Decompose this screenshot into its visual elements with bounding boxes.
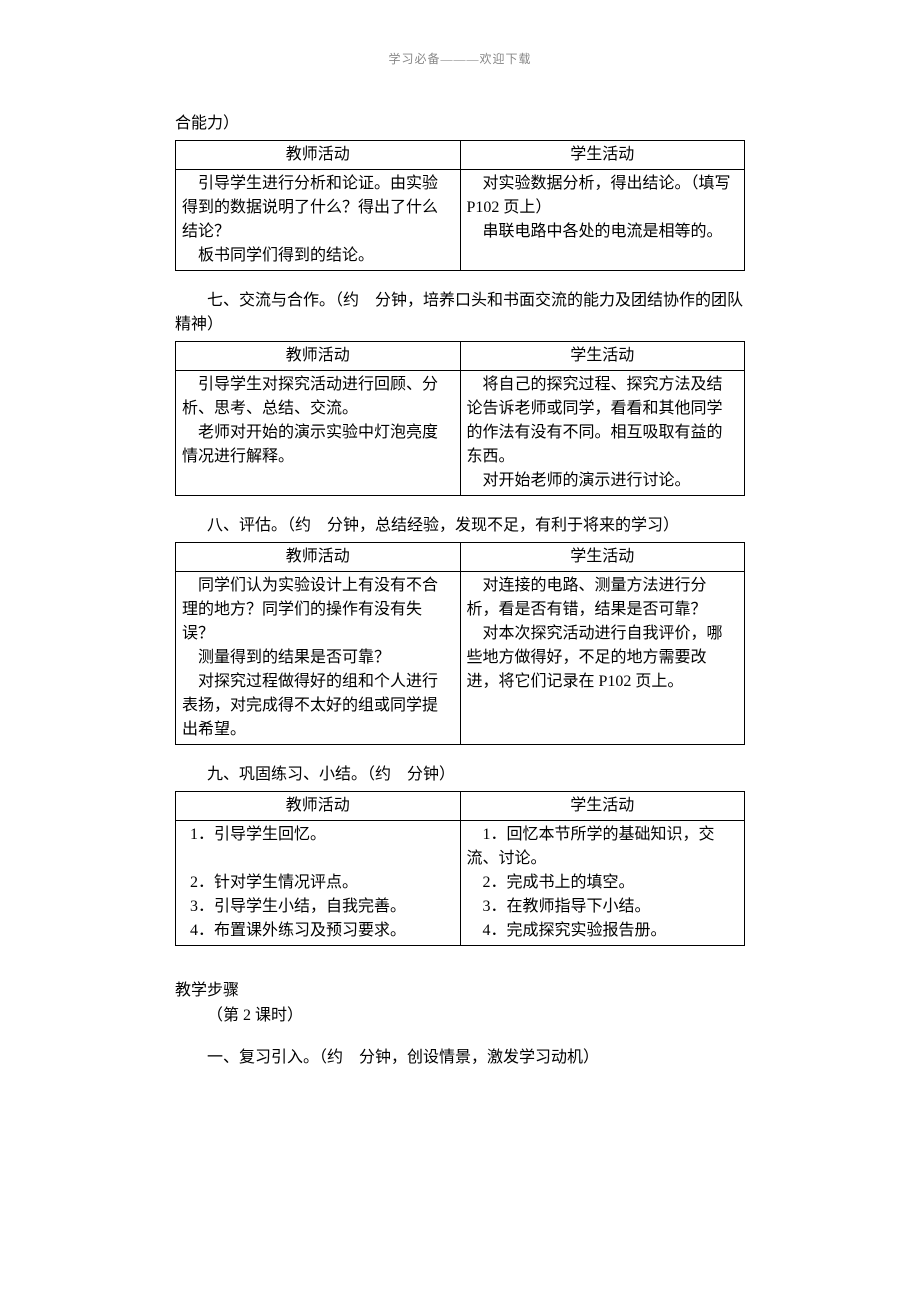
cell-text: 1．回忆本节所学的基础知识，交流、讨论。 xyxy=(467,823,739,871)
table-header-right: 学生活动 xyxy=(460,141,745,170)
table-header-left: 教师活动 xyxy=(176,141,461,170)
table-row: 1．引导学生回忆。 2．针对学生情况评点。 3．引导学生小结，自我完善。 4．布… xyxy=(176,821,745,946)
cell-text: 串联电路中各处的电流是相等的。 xyxy=(467,220,739,244)
cell-text: 对开始老师的演示进行讨论。 xyxy=(467,469,739,493)
cell-text: 1．引导学生回忆。 xyxy=(182,823,454,847)
table-header-right: 学生活动 xyxy=(460,792,745,821)
table-row: 引导学生对探究活动进行回顾、分析、思考、总结、交流。 老师对开始的演示实验中灯泡… xyxy=(176,371,745,496)
cell-text: 老师对开始的演示实验中灯泡亮度情况进行解释。 xyxy=(182,421,454,469)
table-cell-student: 1．回忆本节所学的基础知识，交流、讨论。 2．完成书上的填空。 3．在教师指导下… xyxy=(460,821,745,946)
cell-text: 2．针对学生情况评点。 xyxy=(182,871,454,895)
lesson-2-label: （第 2 课时） xyxy=(175,1004,745,1028)
table-section-9: 教师活动 学生活动 1．引导学生回忆。 2．针对学生情况评点。 3．引导学生小结… xyxy=(175,791,745,946)
table-cell-teacher: 引导学生进行分析和论证。由实验得到的数据说明了什么？得出了什么结论？ 板书同学们… xyxy=(176,170,461,271)
cell-text: 4．完成探究实验报告册。 xyxy=(467,919,739,943)
table-cell-teacher: 引导学生对探究活动进行回顾、分析、思考、总结、交流。 老师对开始的演示实验中灯泡… xyxy=(176,371,461,496)
cell-text: 对探究过程做得好的组和个人进行表扬，对完成得不太好的组或同学提出希望。 xyxy=(182,670,454,742)
section-8-heading: 八、评估。（约 分钟，总结经验，发现不足，有利于将来的学习） xyxy=(175,514,745,538)
section-1-next-heading: 一、复习引入。（约 分钟，创设情景，激发学习动机） xyxy=(175,1046,745,1070)
cell-text: 引导学生对探究活动进行回顾、分析、思考、总结、交流。 xyxy=(182,373,454,421)
section-9-heading: 九、巩固练习、小结。（约 分钟） xyxy=(175,763,745,787)
cell-text: 3．在教师指导下小结。 xyxy=(467,895,739,919)
table-cell-teacher: 1．引导学生回忆。 2．针对学生情况评点。 3．引导学生小结，自我完善。 4．布… xyxy=(176,821,461,946)
cell-text: 对本次探究活动进行自我评价，哪些地方做得好，不足的地方需要改进，将它们记录在 P… xyxy=(467,622,739,694)
cell-text: 同学们认为实验设计上有没有不合理的地方？同学们的操作有没有失误？ xyxy=(182,574,454,646)
cell-text: 3．引导学生小结，自我完善。 xyxy=(182,895,454,919)
cell-text: 2．完成书上的填空。 xyxy=(467,871,739,895)
table-row: 同学们认为实验设计上有没有不合理的地方？同学们的操作有没有失误？ 测量得到的结果… xyxy=(176,572,745,745)
table-cell-student: 对实验数据分析，得出结论。（填写 P102 页上） 串联电路中各处的电流是相等的… xyxy=(460,170,745,271)
cell-text: 对实验数据分析，得出结论。（填写 P102 页上） xyxy=(467,172,739,220)
cell-text: 将自己的探究过程、探究方法及结论告诉老师或同学，看看和其他同学的作法有没有不同。… xyxy=(467,373,739,469)
cell-text: 对连接的电路、测量方法进行分析，看是否有错，结果是否可靠？ xyxy=(467,574,739,622)
table-section-6: 教师活动 学生活动 引导学生进行分析和论证。由实验得到的数据说明了什么？得出了什… xyxy=(175,140,745,271)
cell-text: 引导学生进行分析和论证。由实验得到的数据说明了什么？得出了什么结论？ xyxy=(182,172,454,244)
table-row: 引导学生进行分析和论证。由实验得到的数据说明了什么？得出了什么结论？ 板书同学们… xyxy=(176,170,745,271)
document-page: 学习必备———欢迎下载 合能力） 教师活动 学生活动 引导学生进行分析和论证。由… xyxy=(0,0,920,1302)
cell-text: 板书同学们得到的结论。 xyxy=(182,244,454,268)
cell-text xyxy=(182,847,454,871)
table-header-right: 学生活动 xyxy=(460,543,745,572)
table-header-right: 学生活动 xyxy=(460,342,745,371)
table-section-8: 教师活动 学生活动 同学们认为实验设计上有没有不合理的地方？同学们的操作有没有失… xyxy=(175,542,745,745)
table-header-left: 教师活动 xyxy=(176,792,461,821)
cell-text: 测量得到的结果是否可靠？ xyxy=(182,646,454,670)
cell-text: 4．布置课外练习及预习要求。 xyxy=(182,919,454,943)
table-cell-student: 对连接的电路、测量方法进行分析，看是否有错，结果是否可靠？ 对本次探究活动进行自… xyxy=(460,572,745,745)
section-7-heading: 七、交流与合作。（约 分钟，培养口头和书面交流的能力及团结协作的团队精神） xyxy=(175,289,745,337)
table-section-7: 教师活动 学生活动 引导学生对探究活动进行回顾、分析、思考、总结、交流。 老师对… xyxy=(175,341,745,496)
table-header-left: 教师活动 xyxy=(176,543,461,572)
table-header-left: 教师活动 xyxy=(176,342,461,371)
teaching-steps-label: 教学步骤 xyxy=(175,976,745,1000)
page-header: 学习必备———欢迎下载 xyxy=(175,50,745,67)
table-cell-teacher: 同学们认为实验设计上有没有不合理的地方？同学们的操作有没有失误？ 测量得到的结果… xyxy=(176,572,461,745)
top-fragment-line: 合能力） xyxy=(175,112,745,136)
table-cell-student: 将自己的探究过程、探究方法及结论告诉老师或同学，看看和其他同学的作法有没有不同。… xyxy=(460,371,745,496)
